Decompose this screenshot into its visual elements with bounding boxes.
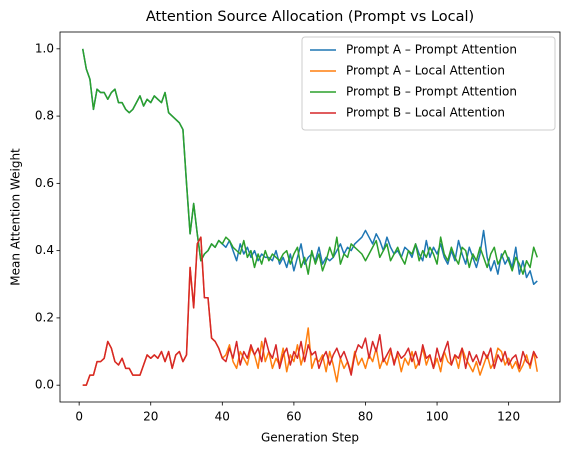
x-tick-label: 80 xyxy=(358,410,373,424)
y-tick-label: 1.0 xyxy=(35,41,54,55)
series-line xyxy=(81,48,538,275)
y-tick-label: 0.2 xyxy=(35,310,54,324)
y-tick-label: 0.4 xyxy=(35,243,54,257)
x-axis-label: Generation Step xyxy=(261,431,359,445)
y-axis-label: Mean Attention Weight xyxy=(9,148,23,286)
chart-title: Attention Source Allocation (Prompt vs L… xyxy=(146,9,474,25)
legend-label: Prompt A – Local Attention xyxy=(346,64,505,78)
legend-box xyxy=(301,36,556,131)
y-tick-label: 0.0 xyxy=(35,378,54,392)
axes-frame xyxy=(59,31,561,403)
legend-label: Prompt B – Prompt Attention xyxy=(346,85,517,99)
y-tick-label: 0.8 xyxy=(35,109,54,123)
x-tick-label: 20 xyxy=(143,410,158,424)
x-tick-label: 0 xyxy=(75,410,83,424)
x-tick-label: 60 xyxy=(286,410,301,424)
legend-label: Prompt A – Prompt Attention xyxy=(346,43,517,57)
series-line xyxy=(82,236,538,386)
x-tick-label: 100 xyxy=(426,410,449,424)
legend-label: Prompt B – Local Attention xyxy=(346,106,505,120)
x-tick-label: 120 xyxy=(497,410,520,424)
y-tick-label: 0.6 xyxy=(35,176,54,190)
x-tick-label: 40 xyxy=(215,410,230,424)
